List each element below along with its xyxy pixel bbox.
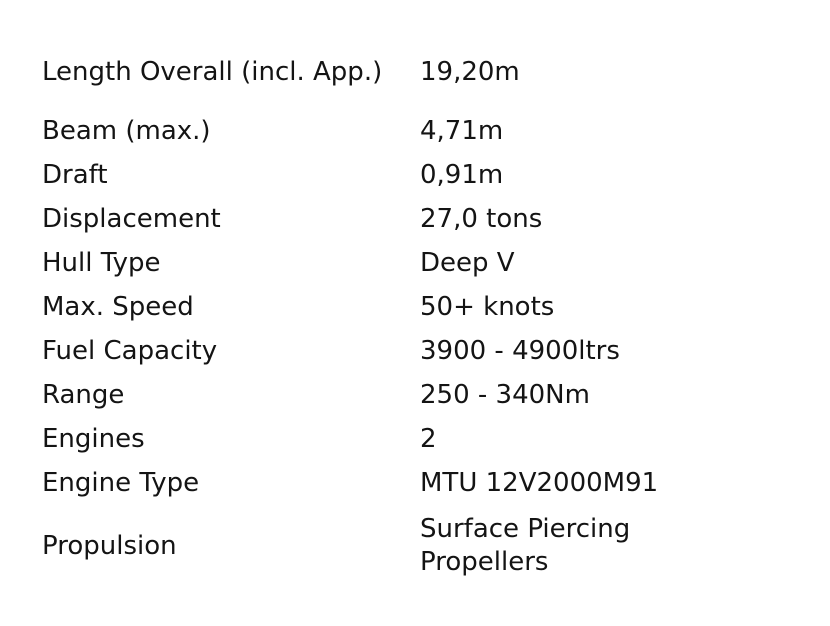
spec-value: 4,71m	[420, 115, 504, 146]
spec-row: Engines 2	[40, 417, 720, 461]
spec-value: 27,0 tons	[420, 203, 543, 234]
spec-label: Length Overall (incl. App.)	[42, 56, 383, 87]
spec-row: Range 250 - 340Nm	[40, 373, 720, 417]
spec-row: Hull Type Deep V	[40, 241, 720, 285]
spec-value: 250 - 340Nm	[420, 379, 590, 410]
spec-value: 3900 - 4900ltrs	[420, 335, 620, 366]
specifications-table: Length Overall (incl. App.) 19,20m Beam (m…	[40, 35, 720, 587]
spec-row: Propulsion Surface Piercing Propellers	[40, 505, 720, 587]
spec-row: Displacement 27,0 tons	[40, 197, 720, 241]
spec-label: Displacement	[42, 203, 221, 234]
spec-label: Beam (max.)	[42, 115, 211, 146]
spec-label: Propulsion	[42, 530, 177, 561]
spec-label: Max. Speed	[42, 291, 194, 322]
spec-label: Engines	[42, 423, 145, 454]
spec-row: Fuel Capacity 3900 - 4900ltrs	[40, 329, 720, 373]
spec-value: 19,20m	[420, 56, 520, 87]
spec-label: Draft	[42, 159, 108, 190]
spec-value: 50+ knots	[420, 291, 555, 322]
spec-row: Engine Type MTU 12V2000M91	[40, 461, 720, 505]
spec-row: Max. Speed 50+ knots	[40, 285, 720, 329]
spec-value: Deep V	[420, 247, 515, 278]
spec-value: 0,91m	[420, 159, 504, 190]
spec-label: Range	[42, 379, 125, 410]
spec-label: Hull Type	[42, 247, 161, 278]
spec-row: Draft 0,91m	[40, 153, 720, 197]
spec-value: Surface Piercing Propellers	[420, 514, 631, 577]
spec-value: MTU 12V2000M91	[420, 467, 659, 498]
spec-label: Fuel Capacity	[42, 335, 218, 366]
spec-row: Length Overall (incl. App.) 19,20m	[40, 35, 720, 109]
spec-row: Beam (max.) 4,71m	[40, 109, 720, 153]
spec-value: 2	[420, 423, 437, 454]
spec-label: Engine Type	[42, 467, 200, 498]
